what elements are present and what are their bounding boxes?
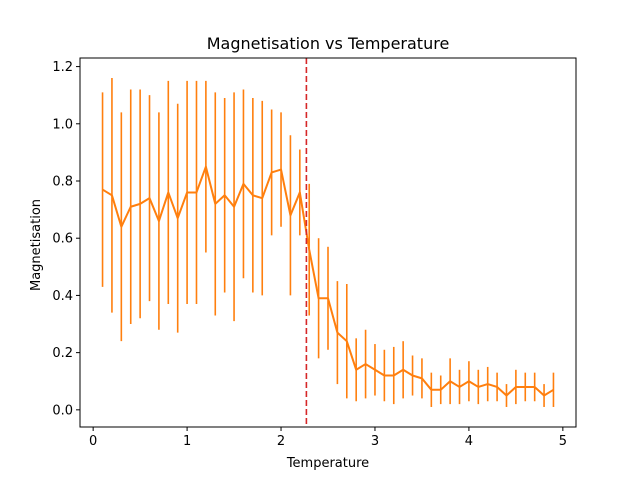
y-tick-label: 0.6 <box>52 232 73 247</box>
plot-frame <box>79 57 577 428</box>
y-tick-label: 1.2 <box>52 60 73 75</box>
x-tick-label: 1 <box>183 434 191 449</box>
plot-area <box>101 58 555 427</box>
chart-title: Magnetisation vs Temperature <box>207 34 450 53</box>
axes: 0 1 2 3 4 5 0.0 0.2 0.4 0.6 0.8 1.0 1.2 <box>52 57 577 449</box>
y-tick-label: 0.2 <box>52 346 73 361</box>
y-tick-label: 0.4 <box>52 289 73 304</box>
x-tick-label: 2 <box>277 434 285 449</box>
x-axis-label: Temperature <box>286 456 369 471</box>
y-tick-label: 1.0 <box>52 117 73 132</box>
y-tick-label: 0.0 <box>52 403 73 418</box>
x-tick-label: 0 <box>89 434 97 449</box>
x-tick-label: 3 <box>371 434 379 449</box>
x-tick-label: 4 <box>465 434 473 449</box>
x-tick-label: 5 <box>559 434 567 449</box>
y-axis-label: Magnetisation <box>29 199 44 291</box>
series-line <box>102 165 554 397</box>
y-tick-label: 0.8 <box>52 175 73 190</box>
